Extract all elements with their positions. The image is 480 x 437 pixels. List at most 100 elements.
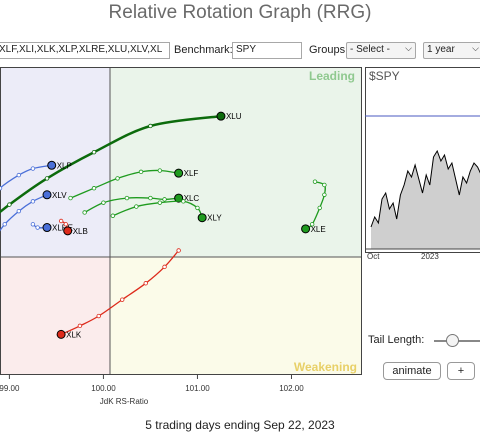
head-point-xlre[interactable] [42, 223, 52, 233]
tail-label-xlc: XLC [184, 194, 200, 203]
tail-xlc[interactable]: XLC [82, 193, 200, 215]
tail-label-xlb: XLB [73, 227, 88, 236]
tail-xle[interactable]: XLE [301, 179, 327, 234]
price-tick-2023: 2023 [421, 252, 439, 261]
tail-point-xlk [176, 248, 181, 253]
head-point-xlk[interactable] [56, 329, 66, 339]
tail-point-xlk [77, 323, 83, 329]
tail-label-xlu: XLU [226, 112, 242, 121]
tail-point-xlf [115, 176, 120, 181]
tail-point-xlp [16, 172, 22, 178]
tail-point-xlk [162, 264, 167, 270]
quadrant-leading [110, 67, 362, 257]
plus-button[interactable]: + [447, 362, 475, 380]
tail-xlre[interactable]: XLRE [30, 222, 73, 233]
tail-point-xle [309, 222, 315, 227]
head-point-xle[interactable] [301, 224, 311, 234]
period-select-value: 1 year [427, 44, 455, 55]
period-select[interactable]: 1 year ⌵ [423, 42, 480, 59]
tail-point-xle [312, 179, 318, 184]
tail-point-xlv [16, 208, 22, 214]
tail-xly[interactable]: XLY [110, 199, 222, 223]
tail-xlv[interactable]: XLV [0, 190, 67, 239]
tail-point-xly [195, 205, 200, 211]
tail-point-xlv [2, 222, 7, 227]
quadrant-lagging [0, 257, 110, 375]
quadrant-improving [0, 67, 110, 257]
tail-label-xly: XLY [207, 214, 222, 223]
x-tick-label: 101.00 [185, 384, 210, 393]
tail-length-slider-handle[interactable] [446, 334, 459, 347]
x-axis-label: JdK RS-Ratio [100, 397, 149, 406]
symbols-input[interactable]: XLF,XLI,XLK,XLP,XLRE,XLU,XLV,XL [0, 42, 170, 59]
tail-label-xlre: XLRE [52, 224, 73, 233]
tail-point-xlf [91, 186, 97, 191]
head-point-xlv[interactable] [42, 190, 52, 200]
tail-point-xly [134, 204, 139, 209]
chevron-down-icon: ⌵ [405, 43, 412, 53]
tail-point-xlre [30, 222, 36, 227]
tail-point-xlp [0, 186, 3, 191]
tail-point-xlf [68, 195, 73, 201]
tail-point-xly [110, 213, 116, 218]
tail-point-xlu [148, 123, 153, 129]
status-text: 5 trading days ending Sep 22, 2023 [145, 418, 335, 432]
tail-point-xlb [58, 218, 64, 224]
tail-xlp[interactable]: XLP [0, 160, 72, 206]
groups-select[interactable]: - Select - ⌵ [346, 42, 416, 59]
tail-point-xlb [63, 222, 69, 227]
price-area [371, 151, 480, 249]
benchmark-label: Benchmark: [174, 44, 233, 56]
x-tick-label: 102.00 [279, 384, 304, 393]
head-point-xlu[interactable] [216, 111, 226, 121]
tail-point-xlc [101, 200, 106, 205]
head-point-xlp[interactable] [47, 160, 57, 170]
tail-point-xlk [96, 313, 101, 319]
tail-label-xlk: XLK [66, 330, 82, 339]
tail-label-xlp: XLP [57, 161, 72, 170]
tail-point-xlk [120, 297, 125, 302]
price-tick-oct: Oct [367, 252, 380, 261]
tail-xlu[interactable]: XLU [0, 111, 242, 246]
tail-point-xlu [91, 149, 97, 155]
weakening-label: Weakening [294, 360, 357, 374]
benchmark-price-panel: $SPY Oct 2023 [365, 67, 480, 261]
x-tick-label: 100.00 [91, 384, 116, 393]
tail-point-xlc [124, 195, 130, 201]
tail-xlk[interactable]: XLK [56, 248, 181, 340]
plot-frame [0, 67, 362, 375]
groups-label: Groups: [309, 44, 349, 56]
tail-point-xlp [30, 166, 36, 171]
animate-button[interactable]: animate [383, 362, 441, 380]
head-point-xlb[interactable] [63, 226, 73, 236]
tail-point-xle [322, 192, 327, 197]
tail-point-xle [317, 205, 322, 211]
tail-label-xlf: XLF [184, 169, 199, 178]
tail-point-xly [181, 199, 186, 204]
leading-label: Leading [309, 69, 355, 83]
quadrant-weakening [110, 257, 362, 375]
head-point-xly[interactable] [197, 213, 207, 223]
tail-length-label: Tail Length: [368, 334, 425, 346]
tail-point-xlf [138, 169, 144, 175]
tail-point-xlv [30, 199, 36, 204]
rrg-chart[interactable]: Leading Weakening 99.00 100.00 101.00 102.0… [0, 67, 362, 412]
tail-xlb[interactable]: XLB [58, 218, 88, 236]
tail-label-xle: XLE [311, 225, 326, 234]
chevron-down-icon: ⌵ [472, 43, 479, 53]
tail-point-xly [157, 200, 163, 205]
tail-point-xlu [44, 176, 50, 181]
tail-point-xlf [157, 168, 163, 173]
head-point-xlf[interactable] [174, 168, 184, 178]
tail-xlf[interactable]: XLF [68, 168, 199, 201]
price-panel-title: $SPY [369, 69, 400, 83]
groups-select-value: - Select - [350, 44, 391, 55]
tail-point-xlc [162, 197, 167, 202]
tail-point-xlk [143, 281, 148, 286]
benchmark-input[interactable]: SPY [232, 42, 302, 59]
tail-point-xlu [7, 202, 12, 207]
tail-point-xlc [82, 210, 87, 215]
price-line [370, 149, 480, 228]
x-tick-label: 99.00 [0, 384, 20, 393]
head-point-xlc[interactable] [174, 193, 184, 203]
